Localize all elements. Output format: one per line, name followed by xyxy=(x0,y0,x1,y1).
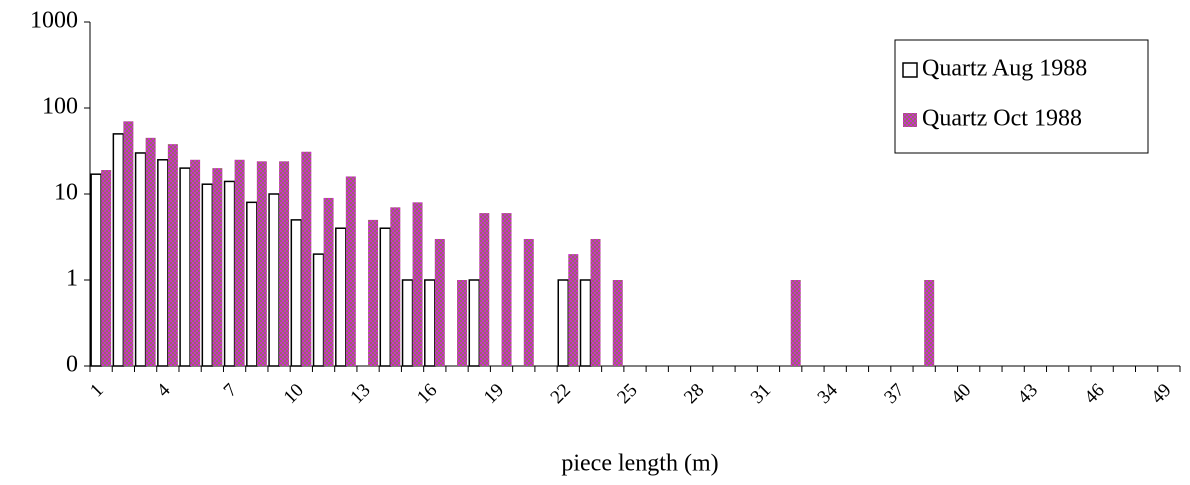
x-tick-label: 37 xyxy=(880,380,908,408)
bar xyxy=(557,279,570,367)
bar xyxy=(523,238,534,366)
bar xyxy=(312,253,325,367)
bar xyxy=(434,238,445,366)
x-tick-label: 43 xyxy=(1014,380,1042,408)
bar xyxy=(179,167,191,367)
bar xyxy=(368,219,379,366)
y-tick-label: 100 xyxy=(42,94,78,120)
x-tick-label: 4 xyxy=(153,379,175,401)
x-tick-label: 40 xyxy=(947,380,975,408)
bar xyxy=(590,238,601,366)
bar xyxy=(612,280,623,366)
bar xyxy=(234,159,245,366)
y-tick-label: 1000 xyxy=(30,8,78,34)
legend-label: Quartz Aug 1988 xyxy=(922,56,1087,82)
bar xyxy=(223,180,236,367)
x-tick-label: 49 xyxy=(1147,380,1175,408)
bar xyxy=(134,152,147,367)
x-tick-label: 22 xyxy=(547,380,575,408)
bar xyxy=(323,197,334,366)
bar xyxy=(401,279,414,367)
bar xyxy=(201,183,214,367)
legend-box xyxy=(894,39,1149,154)
y-tick-label: 10 xyxy=(54,180,78,206)
bar xyxy=(101,170,112,366)
x-tick-label: 16 xyxy=(413,380,441,408)
bar xyxy=(279,161,290,366)
x-tick-label: 13 xyxy=(346,380,374,408)
x-tick-label: 1 xyxy=(86,380,108,402)
x-tick-label: 46 xyxy=(1080,380,1108,408)
bar xyxy=(123,121,134,367)
bar xyxy=(579,279,592,367)
bar xyxy=(468,279,481,367)
bar xyxy=(190,159,201,366)
bar xyxy=(790,280,801,366)
bar xyxy=(301,151,312,366)
bar xyxy=(379,227,392,367)
bar xyxy=(924,280,935,366)
x-tick-label: 10 xyxy=(280,380,308,408)
bar xyxy=(256,161,267,366)
bar xyxy=(157,159,169,367)
bar xyxy=(167,144,178,366)
bar xyxy=(145,137,156,366)
legend-label: Quartz Oct 1988 xyxy=(922,106,1082,132)
bar xyxy=(424,279,436,367)
bar xyxy=(290,219,303,367)
bar xyxy=(390,207,401,366)
x-tick-label: 25 xyxy=(613,380,641,408)
bar xyxy=(268,193,280,367)
bar xyxy=(246,201,258,367)
bar xyxy=(335,227,347,367)
y-tick-label: 0 xyxy=(66,352,78,378)
bar xyxy=(457,280,468,366)
x-tick-label: 31 xyxy=(747,380,775,408)
bar xyxy=(90,173,102,367)
bar xyxy=(212,168,223,366)
x-tick-label: 19 xyxy=(480,380,508,408)
bar xyxy=(345,176,356,366)
bar xyxy=(568,254,579,366)
x-tick-label: 34 xyxy=(814,379,843,408)
legend-swatch xyxy=(903,113,917,127)
bar xyxy=(412,202,423,366)
legend-swatch xyxy=(902,62,918,78)
y-tick-label: 1 xyxy=(66,266,78,292)
bar xyxy=(112,133,125,367)
bar xyxy=(479,213,490,366)
x-tick-label: 7 xyxy=(220,380,242,402)
bar xyxy=(501,213,512,366)
x-tick-label: 28 xyxy=(680,380,708,408)
x-axis-label: piece length (m) xyxy=(561,451,718,477)
